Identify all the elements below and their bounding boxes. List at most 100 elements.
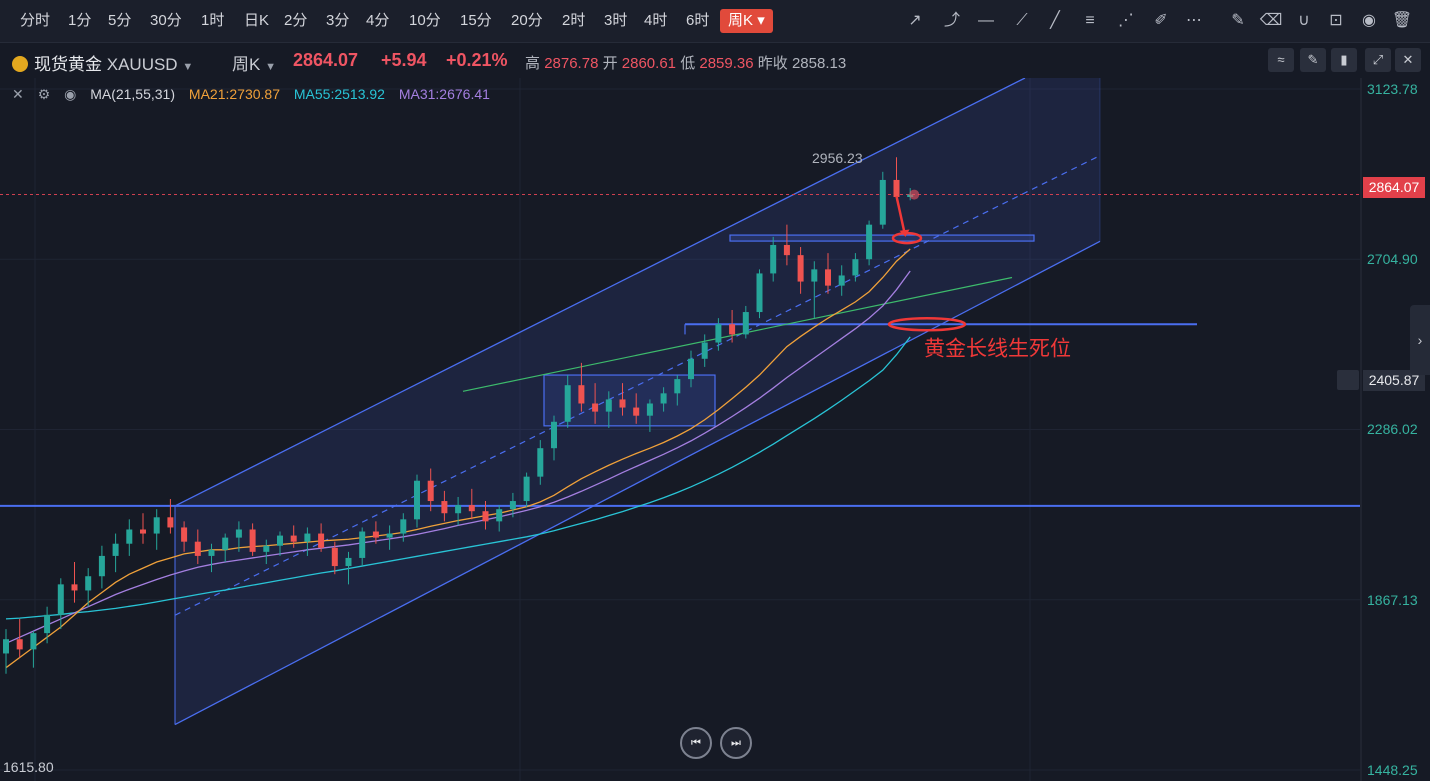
tab-timeframe-4[interactable]: 1时 bbox=[201, 12, 225, 29]
fan-icon[interactable]: ⋰ bbox=[1118, 12, 1134, 29]
pen-icon[interactable]: ╱ bbox=[1050, 12, 1060, 29]
eraser-icon[interactable]: ⌫ bbox=[1259, 12, 1283, 29]
candle-body bbox=[30, 633, 37, 650]
tab-timeframe-5[interactable]: 日K bbox=[244, 12, 270, 29]
candle-body bbox=[838, 275, 845, 286]
candle-body bbox=[537, 448, 544, 477]
candle-body bbox=[592, 403, 599, 412]
candle-body bbox=[674, 379, 681, 394]
ma-title: MA(21,55,31) bbox=[90, 86, 176, 102]
indicator-icon[interactable]: ≈ bbox=[1268, 48, 1294, 72]
fib-icon[interactable]: ≡ bbox=[1085, 12, 1095, 29]
candle-type-icon[interactable]: ▮ bbox=[1331, 48, 1357, 72]
candle-body bbox=[770, 244, 777, 274]
chevron-down-icon: ▼ bbox=[182, 61, 194, 73]
candle-body bbox=[701, 342, 708, 359]
candle-body bbox=[331, 547, 338, 567]
candle-body bbox=[16, 639, 23, 650]
prev-bar-button[interactable]: ⏮ bbox=[680, 727, 712, 759]
candle-body bbox=[509, 501, 516, 510]
symbol-code: XAUUSD bbox=[106, 55, 178, 74]
channel-lower-line bbox=[174, 240, 1101, 726]
ma21-value: MA21:2730.87 bbox=[188, 86, 280, 102]
tab-timeframe-11[interactable]: 20分 bbox=[511, 12, 543, 29]
eye-icon[interactable]: ◉ bbox=[1362, 12, 1376, 29]
segment-icon[interactable]: ⟋ bbox=[1016, 12, 1028, 29]
tab-timeframe-2[interactable]: 5分 bbox=[108, 12, 132, 29]
candle-body bbox=[441, 501, 448, 514]
candle-body bbox=[386, 533, 393, 538]
annotation-text: 黄金长线生死位 bbox=[924, 337, 1071, 361]
more-icon[interactable]: ⋯ bbox=[1186, 12, 1202, 29]
y-tick-label: 1867.13 bbox=[1367, 591, 1418, 608]
tab-timeframe-7[interactable]: 3分 bbox=[326, 12, 350, 29]
gold-coin-icon bbox=[12, 56, 28, 72]
remove-indicator-icon[interactable]: ✕ bbox=[12, 86, 24, 102]
settings-gear-icon[interactable]: ⚙ bbox=[37, 86, 51, 102]
candle-body bbox=[482, 511, 489, 522]
dashed-ray-icon[interactable]: ⤴ bbox=[943, 12, 960, 29]
tab-timeframe-13[interactable]: 3时 bbox=[604, 12, 628, 29]
tab-timeframe-9[interactable]: 10分 bbox=[409, 12, 441, 29]
candle-body bbox=[893, 179, 900, 198]
highlighter-icon[interactable]: ✐ bbox=[1154, 12, 1168, 29]
tab-timeframe-0[interactable]: 分时 bbox=[20, 12, 51, 29]
symbol-selector[interactable]: 现货黄金 XAUUSD ▼ bbox=[12, 50, 193, 75]
candle-body bbox=[126, 529, 133, 544]
tab-timeframe-14[interactable]: 4时 bbox=[644, 12, 668, 29]
ma55-line bbox=[5, 336, 911, 620]
candlestick-chart[interactable]: 黄金长线生死位 2956.23 1615.80 bbox=[0, 78, 1430, 781]
candle-body bbox=[468, 505, 475, 512]
tab-timeframe-3[interactable]: 30分 bbox=[150, 12, 182, 29]
tab-timeframe-6[interactable]: 2分 bbox=[284, 12, 308, 29]
candle-body bbox=[359, 531, 366, 558]
alert-bell-icon[interactable] bbox=[1337, 370, 1359, 390]
candle-body bbox=[619, 399, 626, 408]
tab-timeframe-15[interactable]: 6时 bbox=[686, 12, 710, 29]
edit-icon[interactable]: ✎ bbox=[1231, 12, 1245, 29]
annotation-ellipse-lower bbox=[887, 316, 967, 332]
candle-body bbox=[427, 480, 434, 502]
close-icon[interactable]: ✕ bbox=[1395, 48, 1421, 72]
tab-timeframe-8[interactable]: 4分 bbox=[366, 12, 390, 29]
candle-body bbox=[57, 584, 64, 615]
candle-body bbox=[290, 535, 297, 542]
expand-panel-chevron-icon[interactable]: › bbox=[1410, 305, 1430, 375]
tab-weekly-k[interactable]: 周K ▾ bbox=[720, 9, 773, 33]
trash-icon[interactable]: 🗑 bbox=[1391, 12, 1413, 29]
candle-body bbox=[153, 517, 160, 534]
horizontal-line-icon[interactable]: — bbox=[978, 12, 994, 29]
current-price: 2864.07 bbox=[293, 50, 359, 70]
alert-price-tag: 2405.87 bbox=[1363, 370, 1425, 391]
candle-body bbox=[729, 324, 736, 335]
period-selector[interactable]: 周K ▼ bbox=[232, 55, 276, 74]
candle-body bbox=[400, 519, 407, 534]
tab-timeframe-1[interactable]: 1分 bbox=[68, 12, 92, 29]
candle-body bbox=[372, 531, 379, 538]
candle-body bbox=[564, 385, 571, 422]
ray-icon[interactable]: ↗ bbox=[908, 12, 922, 29]
candle-body bbox=[811, 269, 818, 282]
lock-icon[interactable]: ⊡ bbox=[1329, 12, 1343, 29]
magnet-icon[interactable]: ∪ bbox=[1298, 12, 1310, 29]
candle-body bbox=[578, 385, 585, 404]
price-pulse-dot bbox=[909, 189, 920, 200]
next-bar-button[interactable]: ⏭ bbox=[720, 727, 752, 759]
fullscreen-icon[interactable]: ⤢ bbox=[1365, 48, 1391, 72]
resistance-zone bbox=[729, 234, 1035, 242]
annotation-arrowhead bbox=[899, 229, 910, 237]
draw-icon[interactable]: ✎ bbox=[1300, 48, 1326, 72]
consolidation-box bbox=[543, 374, 716, 427]
channel-upper-line bbox=[174, 78, 1026, 507]
tab-timeframe-10[interactable]: 15分 bbox=[460, 12, 492, 29]
ma31-value: MA31:2676.41 bbox=[398, 86, 490, 102]
last-price-tag: 2864.07 bbox=[1363, 177, 1425, 198]
candle-body bbox=[167, 517, 174, 528]
candle-body bbox=[263, 545, 270, 552]
top-toolbar: 分时 1分 5分 30分 1时 日K 2分 3分 4分 10分 15分 20分 2时 3时 4时 6时 周K … bbox=[0, 0, 1430, 43]
tab-timeframe-12[interactable]: 2时 bbox=[562, 12, 586, 29]
candle-body bbox=[551, 421, 557, 449]
channel-mid-line bbox=[174, 155, 1101, 616]
y-tick-label: 2704.90 bbox=[1367, 251, 1418, 268]
visibility-eye-icon[interactable]: ◉ bbox=[64, 86, 77, 102]
